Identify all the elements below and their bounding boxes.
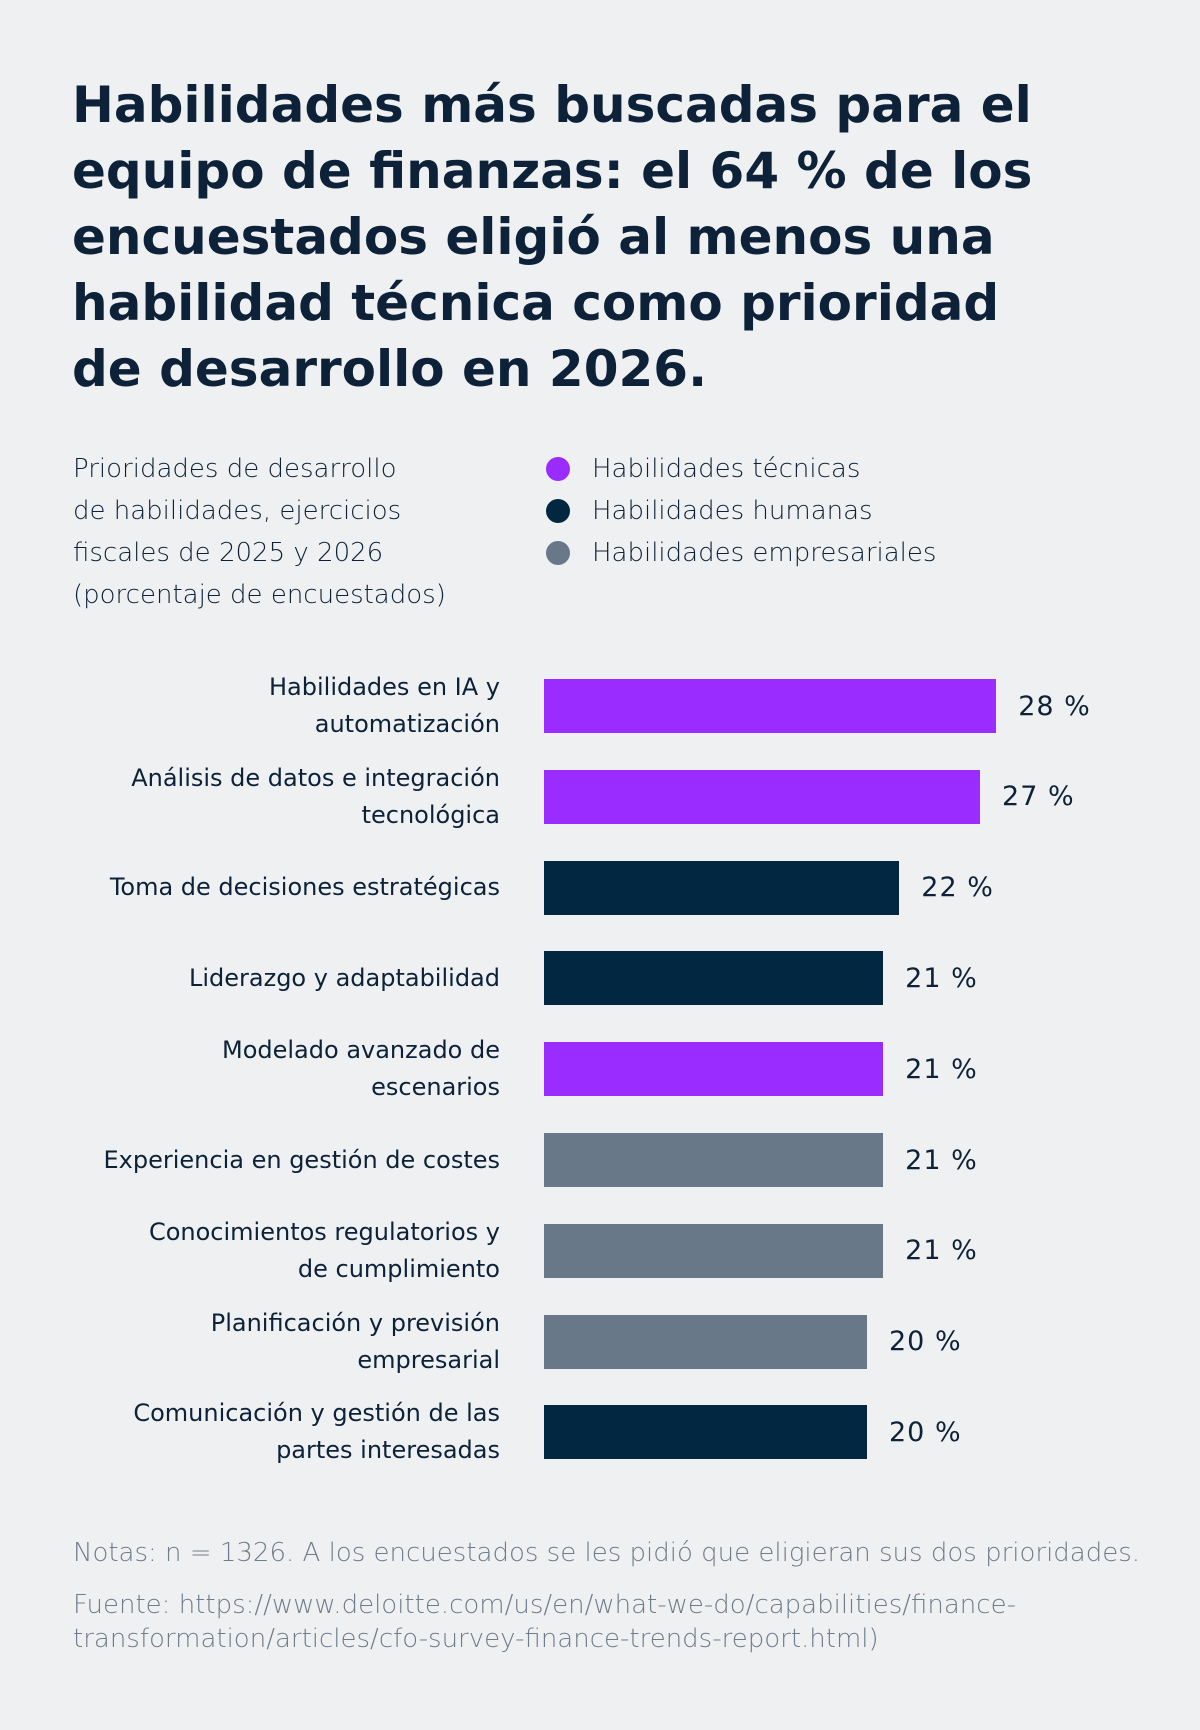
legend-label: Habilidades humanas — [592, 496, 873, 526]
category-label: Liderazgo y adaptabilidad — [188, 963, 500, 992]
category-label: Planificación y previsión empresarial — [210, 1308, 500, 1374]
legend-label: Habilidades técnicas — [592, 454, 861, 484]
legend-label: Habilidades empresariales — [592, 538, 937, 568]
value-label: 22 % — [921, 872, 994, 904]
value-label: 20 % — [889, 1326, 962, 1358]
value-label: 27 % — [1002, 781, 1075, 813]
value-label: 21 % — [905, 1144, 978, 1176]
category-label: Comunicación y gestión de las partes int… — [133, 1399, 500, 1465]
value-label: 21 % — [905, 1053, 978, 1085]
category-label: Toma de decisiones estratégicas — [109, 873, 500, 902]
bar — [544, 1223, 884, 1278]
category-label: Conocimientos regulatorios y de cumplimi… — [148, 1217, 500, 1283]
legend-item: Habilidades técnicas — [546, 448, 860, 490]
chart-subtitle: Prioridades de desarrollo de habilidades… — [73, 454, 446, 610]
bar — [544, 1314, 867, 1369]
category-label: Análisis de datos e integración tecnológ… — [131, 763, 500, 829]
value-label: 28 % — [1018, 690, 1091, 722]
category-label: Habilidades en IA y automatización — [269, 673, 500, 738]
bar — [544, 951, 884, 1006]
category-label: Experiencia en gestión de costes — [103, 1145, 500, 1174]
bar — [544, 860, 900, 915]
bar — [544, 769, 981, 824]
bar — [544, 679, 997, 733]
legend-swatch — [546, 499, 570, 523]
bar — [544, 1042, 884, 1097]
legend-swatch — [546, 541, 570, 565]
category-label: Modelado avanzado de escenarios — [222, 1036, 500, 1102]
bar — [544, 1405, 867, 1460]
chart-title: Habilidades más buscadas para el equipo … — [72, 76, 1033, 398]
value-label: 21 % — [905, 1235, 978, 1267]
value-label: 21 % — [905, 962, 978, 994]
bar — [544, 1133, 884, 1187]
source: Fuente: https://www.deloitte.com/us/en/w… — [73, 1590, 1016, 1654]
legend-item: Habilidades humanas — [546, 490, 873, 532]
value-label: 20 % — [889, 1416, 962, 1448]
notes: Notas: n = 1326. A los encuestados se le… — [73, 1538, 1141, 1568]
legend-swatch — [546, 457, 570, 481]
legend-item: Habilidades empresariales — [546, 532, 936, 574]
